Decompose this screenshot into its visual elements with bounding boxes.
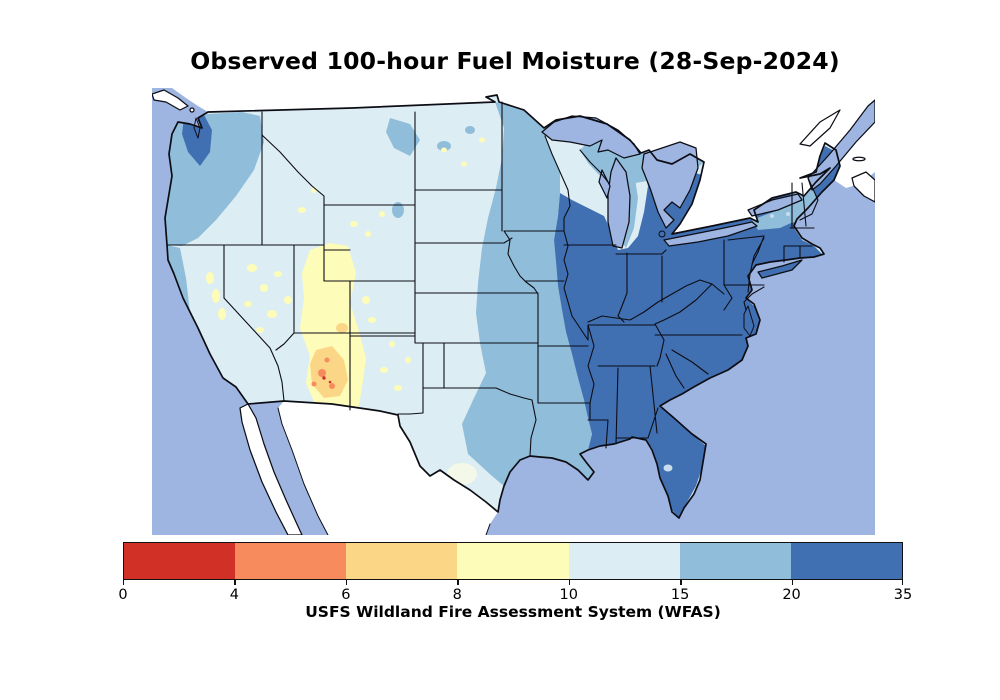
colorbar-ticklabel-20: 20 <box>782 587 801 603</box>
lake-erie <box>663 221 758 247</box>
mexico-coastline <box>277 407 491 535</box>
colorbar-ticklabel-35: 35 <box>893 587 913 603</box>
mexico-landmass <box>278 401 498 535</box>
contour-0-4-arizona-specks <box>322 376 332 384</box>
lake-huron <box>641 141 699 229</box>
colorbar <box>123 542 903 580</box>
contour-8-10-speckles <box>206 137 485 391</box>
contour-20-35-east <box>554 146 840 518</box>
gulf-islands <box>189 107 195 113</box>
colorbar-tickmark-8 <box>457 580 459 585</box>
figure-title: Observed 100-hour Fuel Moisture (28-Sep-… <box>190 47 840 75</box>
contour-15-20-montana-spot2 <box>465 126 475 134</box>
great-lakes <box>541 115 803 249</box>
colorbar-ticklabel-15: 15 <box>670 587 690 603</box>
lake-st-clair <box>658 230 666 238</box>
lake-michigan <box>607 157 631 249</box>
prince-edward-island <box>852 156 866 162</box>
contour-15-20-montana <box>386 118 420 156</box>
colorbar-label: USFS Wildland Fire Assessment System (WF… <box>305 603 721 621</box>
canada-landmass <box>172 88 875 234</box>
contour-20-35-iowa-spot2 <box>567 272 577 280</box>
lake-ontario <box>747 193 803 217</box>
colorbar-segment-6-8 <box>346 543 458 579</box>
colorbar-ticklabel-8: 8 <box>452 587 462 603</box>
us-coastline <box>164 94 841 519</box>
chesapeake-bay <box>743 305 755 337</box>
colorbar-tickmark-0 <box>123 580 125 585</box>
contour-15-20-montana-spot <box>437 141 451 151</box>
st-lawrence-estuary <box>807 99 875 191</box>
colorbar-ticklabel-6: 6 <box>341 587 351 603</box>
us-fuel-moisture-map <box>152 88 875 535</box>
colorbar-segment-15-20 <box>679 543 791 579</box>
contour-6-8-arizona-spot <box>336 323 348 333</box>
state-borders <box>166 101 819 457</box>
gaspe-peninsula <box>799 109 841 147</box>
long-island <box>757 259 803 279</box>
colorbar-segment-0-4 <box>124 543 236 579</box>
colorbar-tickmark-15 <box>680 580 682 585</box>
vancouver-island <box>152 89 189 111</box>
nova-scotia <box>851 171 875 203</box>
colorbar-segment-10-15 <box>568 543 680 579</box>
colorbar-ticklabel-0: 0 <box>118 587 128 603</box>
contour-15-20-central-band <box>462 102 594 486</box>
contour-20-35-washington <box>182 115 212 166</box>
colorbar-segment-8-10 <box>457 543 569 579</box>
contour-4-6-arizona-dots <box>311 357 335 389</box>
colorbar-tickmark-20 <box>791 580 793 585</box>
colorbar-segment-4-6 <box>235 543 347 579</box>
colorbar-segment-20-35 <box>790 543 902 579</box>
colorbar-tickmark-10 <box>568 580 571 585</box>
contour-6-8-arizona <box>310 346 348 398</box>
baja-california <box>239 403 303 535</box>
lake-okeechobee-spot <box>663 464 673 472</box>
colorbar-tickmark-4 <box>234 580 236 585</box>
contour-15-20-idaho-spot <box>392 202 404 218</box>
colorbar-ticklabel-4: 4 <box>229 587 240 603</box>
colorbar-tickmark-6 <box>345 580 348 585</box>
colorbar-ticklabel-10: 10 <box>559 587 578 603</box>
map-area <box>152 88 875 535</box>
colorbar-tickmark-35 <box>901 580 903 585</box>
